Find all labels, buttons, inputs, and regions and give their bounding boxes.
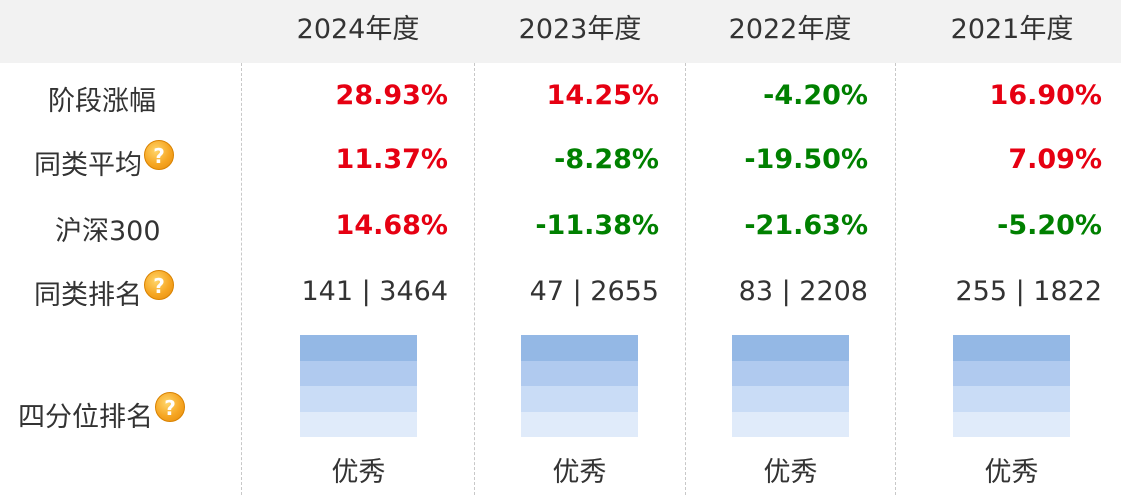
quartile-band <box>732 360 849 386</box>
row-label-text: 同类排名 <box>34 279 142 311</box>
row-label-text: 四分位排名 <box>18 401 153 433</box>
quartile-band <box>521 411 638 437</box>
row-label-quartile-rank: 四分位排名 ? <box>18 392 185 433</box>
quartile-bar-2024 <box>300 335 417 437</box>
row-label-text: 沪深300 <box>55 215 161 247</box>
quartile-band <box>521 360 638 386</box>
column-divider <box>474 63 475 495</box>
quartile-band <box>300 360 417 386</box>
quartile-bar-2022 <box>732 335 849 437</box>
quartile-band <box>732 411 849 437</box>
row-label-peer-average: 同类平均 ? <box>34 140 174 181</box>
table-header: 2024年度 2023年度 2022年度 2021年度 <box>0 0 1121 63</box>
quartile-band <box>300 335 417 361</box>
quartile-band <box>953 386 1070 412</box>
csi300-2021: -5.20% <box>997 210 1102 241</box>
column-header-2024: 2024年度 <box>296 14 420 45</box>
quartile-band <box>953 360 1070 386</box>
column-header-2022: 2022年度 <box>728 14 852 45</box>
period-change-2021: 16.90% <box>989 80 1102 111</box>
help-icon[interactable]: ? <box>144 270 174 300</box>
row-label-peer-rank: 同类排名 ? <box>34 270 174 311</box>
peer-rank-2024: 141 | 3464 <box>301 276 448 307</box>
quartile-label-2022: 优秀 <box>763 457 818 488</box>
column-divider <box>895 63 896 495</box>
peer-rank-2023: 47 | 2655 <box>529 276 659 307</box>
peer-average-2023: -8.28% <box>554 144 659 175</box>
peer-rank-2021: 255 | 1822 <box>955 276 1102 307</box>
column-divider <box>241 63 242 495</box>
quartile-band <box>953 411 1070 437</box>
quartile-label-2024: 优秀 <box>331 457 386 488</box>
quartile-band <box>521 335 638 361</box>
help-icon[interactable]: ? <box>144 140 174 170</box>
quartile-band <box>732 386 849 412</box>
period-change-2022: -4.20% <box>763 80 868 111</box>
quartile-bar-2023 <box>521 335 638 437</box>
quartile-band <box>300 411 417 437</box>
column-header-2021: 2021年度 <box>950 14 1074 45</box>
csi300-2022: -21.63% <box>744 210 868 241</box>
period-change-2023: 14.25% <box>546 80 659 111</box>
row-label-period-change: 阶段涨幅 <box>48 80 156 117</box>
csi300-2024: 14.68% <box>335 210 448 241</box>
column-header-2023: 2023年度 <box>518 14 642 45</box>
quartile-band <box>521 386 638 412</box>
quartile-band <box>953 335 1070 361</box>
quartile-label-2021: 优秀 <box>984 457 1039 488</box>
column-divider <box>685 63 686 495</box>
quartile-band <box>300 386 417 412</box>
row-label-text: 同类平均 <box>34 149 142 181</box>
csi300-2023: -11.38% <box>535 210 659 241</box>
help-icon[interactable]: ? <box>155 392 185 422</box>
peer-average-2022: -19.50% <box>744 144 868 175</box>
period-change-2024: 28.93% <box>335 80 448 111</box>
row-label-text: 阶段涨幅 <box>48 85 156 117</box>
peer-rank-2022: 83 | 2208 <box>738 276 868 307</box>
quartile-bar-2021 <box>953 335 1070 437</box>
quartile-band <box>732 335 849 361</box>
peer-average-2021: 7.09% <box>1008 144 1102 175</box>
peer-average-2024: 11.37% <box>335 144 448 175</box>
row-label-csi300: 沪深300 <box>55 210 161 247</box>
quartile-label-2023: 优秀 <box>552 457 607 488</box>
